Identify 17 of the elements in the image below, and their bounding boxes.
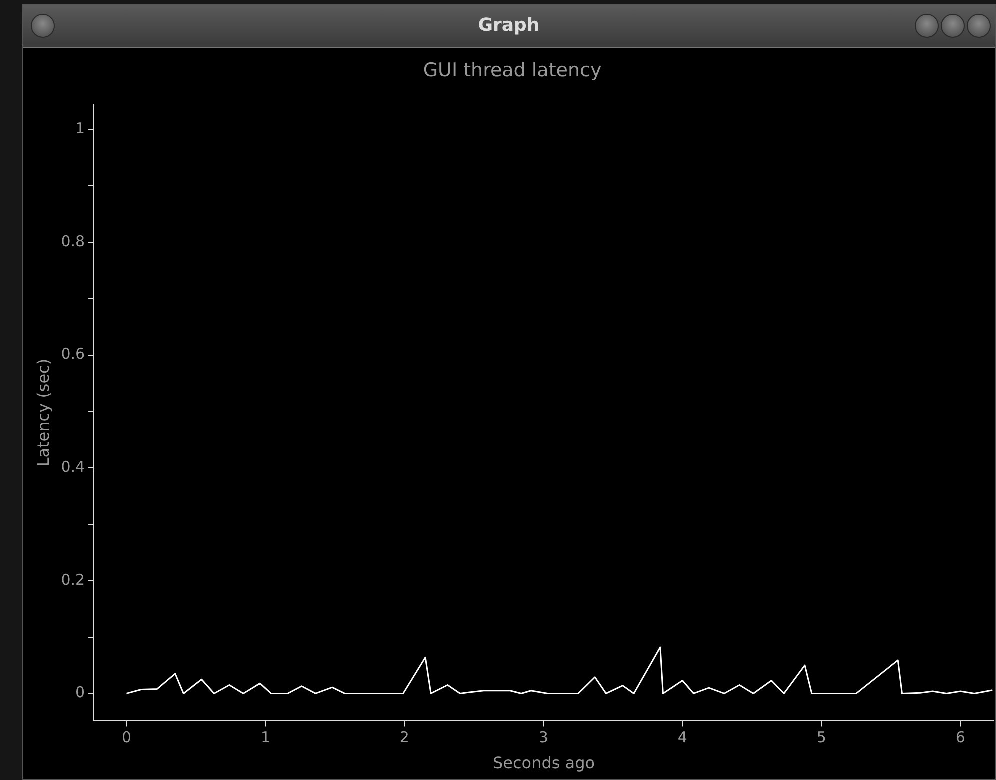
text: Graph	[477, 15, 541, 36]
x-tick-label: 2	[400, 728, 410, 747]
x-tick-label: 1	[260, 728, 270, 747]
chart-title: GUI thread latency	[423, 59, 602, 82]
x-tick-label: 5	[816, 728, 826, 747]
y-axis-title: Latency (sec)	[34, 358, 53, 467]
x-tick-label: 3	[538, 728, 548, 747]
x-axis-title: Seconds ago	[492, 754, 596, 773]
y-tick-label: 1	[76, 120, 86, 138]
y-tick-label: 0.2	[61, 570, 86, 589]
x-tick-label: 0	[122, 728, 132, 747]
x-tick-label: 6	[956, 728, 966, 747]
y-tick-label: 0	[76, 684, 86, 702]
x-tick-label: 4	[678, 728, 688, 747]
y-tick-label: 0.8	[61, 232, 86, 250]
y-tick-label: 0.4	[61, 458, 86, 476]
y-tick-label: 0.6	[61, 345, 86, 364]
